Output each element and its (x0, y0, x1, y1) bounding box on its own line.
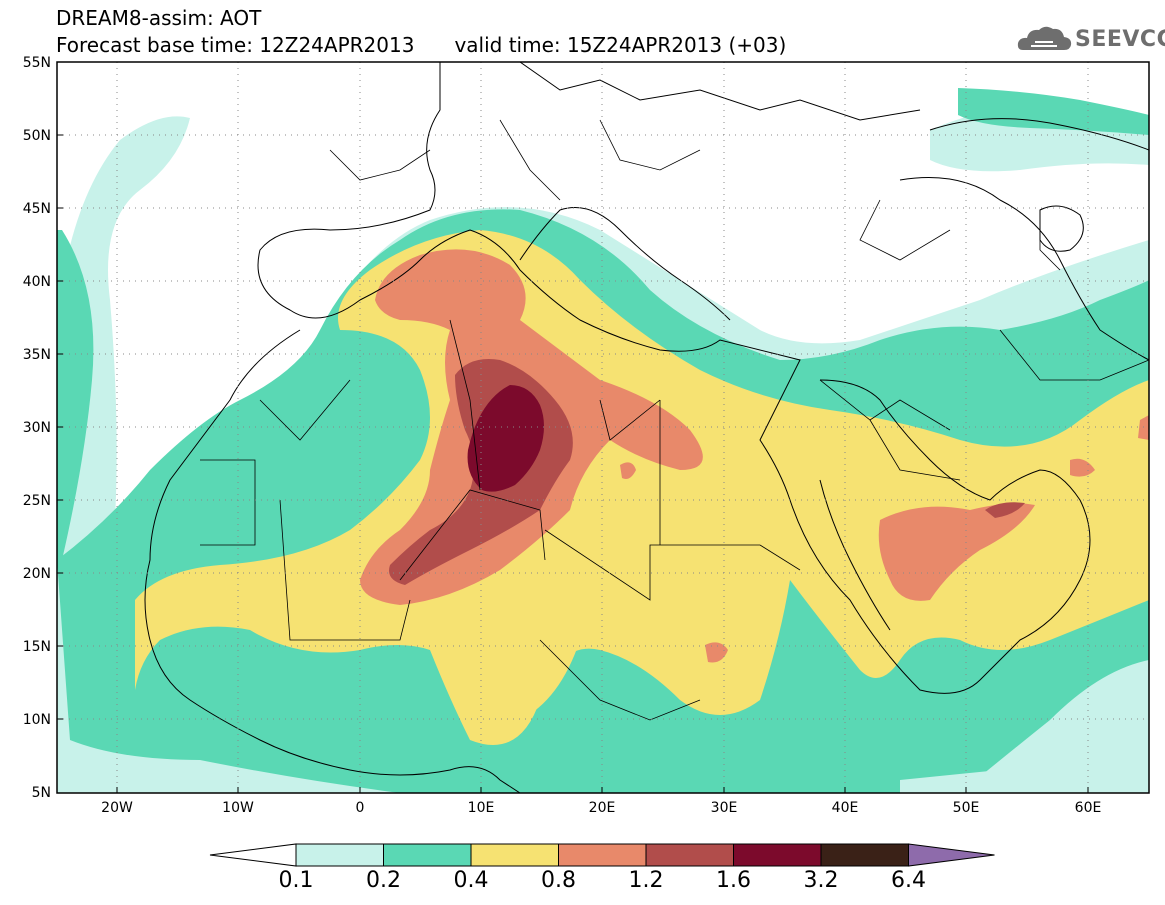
colorbar-arrow-low (209, 843, 297, 867)
lat-label: 55N (23, 55, 51, 71)
lat-label: 40N (23, 274, 51, 290)
lon-label: 10E (468, 800, 495, 816)
colorbar-label: 0.4 (453, 868, 489, 893)
lon-label: 50E (953, 800, 980, 816)
lon-label: 40E (832, 800, 859, 816)
colorbar-label: 0.2 (366, 868, 401, 893)
colorbar-swatch (383, 843, 472, 867)
base-time: Forecast base time: 12Z24APR2013 (56, 33, 415, 57)
lon-label: 30E (711, 800, 738, 816)
lat-label: 15N (23, 639, 51, 655)
colorbar-swatch (295, 843, 384, 867)
colorbar-swatch (820, 843, 909, 867)
colorbar-arrow-high (908, 843, 995, 867)
colorbar-label: 0.1 (278, 868, 314, 893)
colorbar-swatch (558, 843, 647, 867)
lon-label: 60E (1075, 800, 1102, 816)
grid-lines (57, 62, 1149, 793)
lat-labels: 55N 50N 45N 40N 35N 30N 25N 20N 15N 10N … (23, 55, 51, 801)
lon-label: 20W (101, 800, 133, 816)
lat-label: 5N (32, 785, 51, 801)
lon-label: 20E (589, 800, 616, 816)
coastlines (144, 62, 1149, 793)
cloud-icon (1017, 26, 1072, 50)
colorbar-label: 1.2 (628, 868, 664, 893)
colorbar (209, 843, 995, 867)
colorbar-swatch (470, 843, 559, 867)
map-title: DREAM8-assim: AOT (56, 6, 262, 30)
valid-time: valid time: 15Z24APR2013 (+03) (454, 33, 787, 57)
colorbar-label: 3.2 (803, 868, 839, 893)
lat-label: 35N (23, 347, 51, 363)
lon-label: 0 (356, 800, 365, 816)
colorbar-label: 1.6 (716, 868, 751, 893)
colorbar-label: 0.8 (541, 868, 576, 893)
logo-text: SEEVCCC (1075, 27, 1165, 52)
time-info: Forecast base time: 12Z24APR2013 valid ti… (56, 33, 786, 57)
aot-level-0.4 (135, 230, 1149, 745)
aot-level-1.6 (467, 385, 544, 492)
tick-marks (57, 61, 1089, 793)
lat-label: 45N (23, 201, 51, 217)
colorbar-swatch (733, 843, 822, 867)
lat-label: 50N (23, 128, 51, 144)
lat-label: 25N (23, 493, 51, 509)
lon-labels: 20W 10W 0 10E 20E 30E 40E 50E 60E (101, 800, 1101, 816)
lat-label: 20N (23, 566, 51, 582)
aot-field (57, 62, 1149, 793)
country-borders (200, 119, 1149, 721)
lat-label: 30N (23, 420, 51, 436)
lat-label: 10N (23, 712, 51, 728)
lon-label: 10W (222, 800, 254, 816)
colorbar-label: 6.4 (891, 868, 926, 893)
colorbar-swatch (645, 843, 734, 867)
